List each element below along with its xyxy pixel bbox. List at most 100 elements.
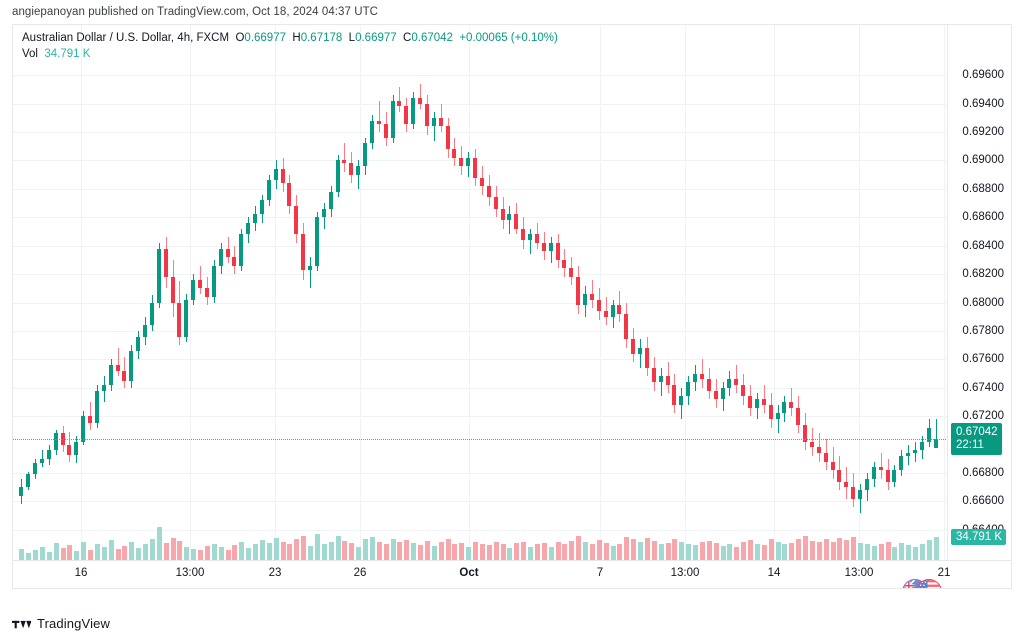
volume-bar [686, 543, 691, 562]
volume-bar [61, 548, 66, 562]
candle-body [459, 157, 463, 167]
volume-bar [679, 541, 684, 562]
candle-body [535, 234, 539, 243]
candle-wick [118, 348, 119, 377]
volume-bar [858, 542, 863, 562]
chart-plot-area[interactable] [13, 25, 948, 562]
volume-bar [322, 544, 327, 562]
candle-body [171, 276, 175, 303]
volume-bar [810, 540, 815, 562]
candle-body [336, 160, 340, 192]
price-tick-label: 0.68000 [962, 296, 1004, 309]
candle-body [232, 257, 236, 266]
price-tick-label: 0.66600 [962, 495, 1004, 508]
candle-body [617, 305, 621, 314]
volume-bar [370, 537, 375, 562]
volume-bar [906, 545, 911, 562]
candle-body [446, 126, 450, 150]
candle-body [501, 208, 505, 221]
candle-body [226, 248, 230, 258]
volume-bar [356, 546, 361, 562]
candle-body [734, 379, 738, 385]
candle-wick [42, 450, 43, 468]
volume-bar [74, 551, 79, 562]
candle-body [191, 279, 195, 300]
volume-bar [397, 542, 402, 562]
candle-body [542, 242, 546, 252]
candle-wick [764, 384, 765, 414]
candle-body [67, 444, 71, 455]
volume-bar [741, 541, 746, 562]
volume-value-badge[interactable]: 34.791 K [951, 529, 1007, 545]
candle-body [404, 106, 408, 124]
volume-bar [363, 538, 368, 562]
volume-bar [645, 537, 650, 562]
time-scale[interactable]: 16 13:00 23 26 Oct 7 13:00 14 13:00 21 [13, 560, 1011, 588]
candle-body [837, 470, 841, 482]
current-price-badge[interactable]: 0.67042 22:11 [951, 422, 1002, 455]
candle-body [886, 470, 890, 482]
volume-bar [535, 544, 540, 562]
volume-bar [721, 545, 726, 562]
time-tick-label: 13:00 [175, 567, 205, 579]
volume-bar [418, 545, 423, 562]
volume-bar [542, 542, 547, 562]
volume-bar [246, 548, 251, 562]
volume-bar [102, 547, 107, 562]
volume-bar [865, 544, 870, 562]
volume-bar [260, 540, 265, 562]
volume-bar [920, 544, 925, 562]
current-price-value: 0.67042 [956, 425, 998, 438]
volume-bar [301, 535, 306, 562]
volume-bar [212, 543, 217, 562]
candle-body [184, 299, 188, 337]
candle-wick [310, 257, 311, 289]
price-line [13, 438, 948, 440]
gridline-horizontal [13, 331, 948, 332]
price-tick-label: 0.66800 [962, 467, 1004, 480]
candle-body [562, 259, 566, 269]
candle-wick [420, 83, 421, 110]
volume-bar [507, 548, 512, 562]
candle-wick [640, 339, 641, 368]
australian-flag-icon [902, 579, 928, 588]
volume-bar [466, 547, 471, 562]
price-tick-label: 0.68800 [962, 182, 1004, 195]
candle-body [645, 348, 649, 368]
time-tick-label: 23 [268, 567, 282, 579]
volume-bar [576, 535, 581, 562]
gridline-vertical [774, 25, 775, 562]
price-tick-label: 0.69200 [962, 126, 1004, 139]
candle-wick [358, 160, 359, 189]
volume-bar [638, 542, 643, 562]
gridline-vertical [190, 25, 191, 562]
volume-bar [872, 545, 877, 562]
current-bar-countdown: 22:11 [956, 438, 984, 451]
volume-bar [67, 545, 72, 562]
volume-bar [129, 542, 134, 562]
volume-bar [789, 542, 794, 562]
candle-body [913, 450, 917, 454]
candle-body [54, 433, 58, 451]
time-tick-label: Oct [459, 567, 479, 579]
candle-body [803, 424, 807, 442]
volume-bar [597, 540, 602, 562]
candle-body [693, 373, 697, 383]
candle-wick [509, 205, 510, 235]
candle-body [549, 242, 553, 252]
candle-body [342, 160, 346, 164]
candle-body [865, 478, 869, 491]
tradingview-logo-icon [12, 620, 31, 629]
candle-body [33, 463, 37, 475]
volume-bar [617, 543, 622, 562]
candle-body [810, 441, 814, 448]
volume-bar [487, 545, 492, 562]
price-scale[interactable]: 0.69600 0.69400 0.69200 0.69000 0.68800 0.686… [947, 25, 1011, 562]
volume-bar [501, 544, 506, 562]
volume-bar [879, 543, 884, 562]
gridline-horizontal [13, 217, 948, 218]
time-tick-label: 16 [74, 567, 88, 579]
candle-body [129, 350, 133, 381]
volume-bar [831, 541, 836, 562]
candle-wick [702, 359, 703, 388]
